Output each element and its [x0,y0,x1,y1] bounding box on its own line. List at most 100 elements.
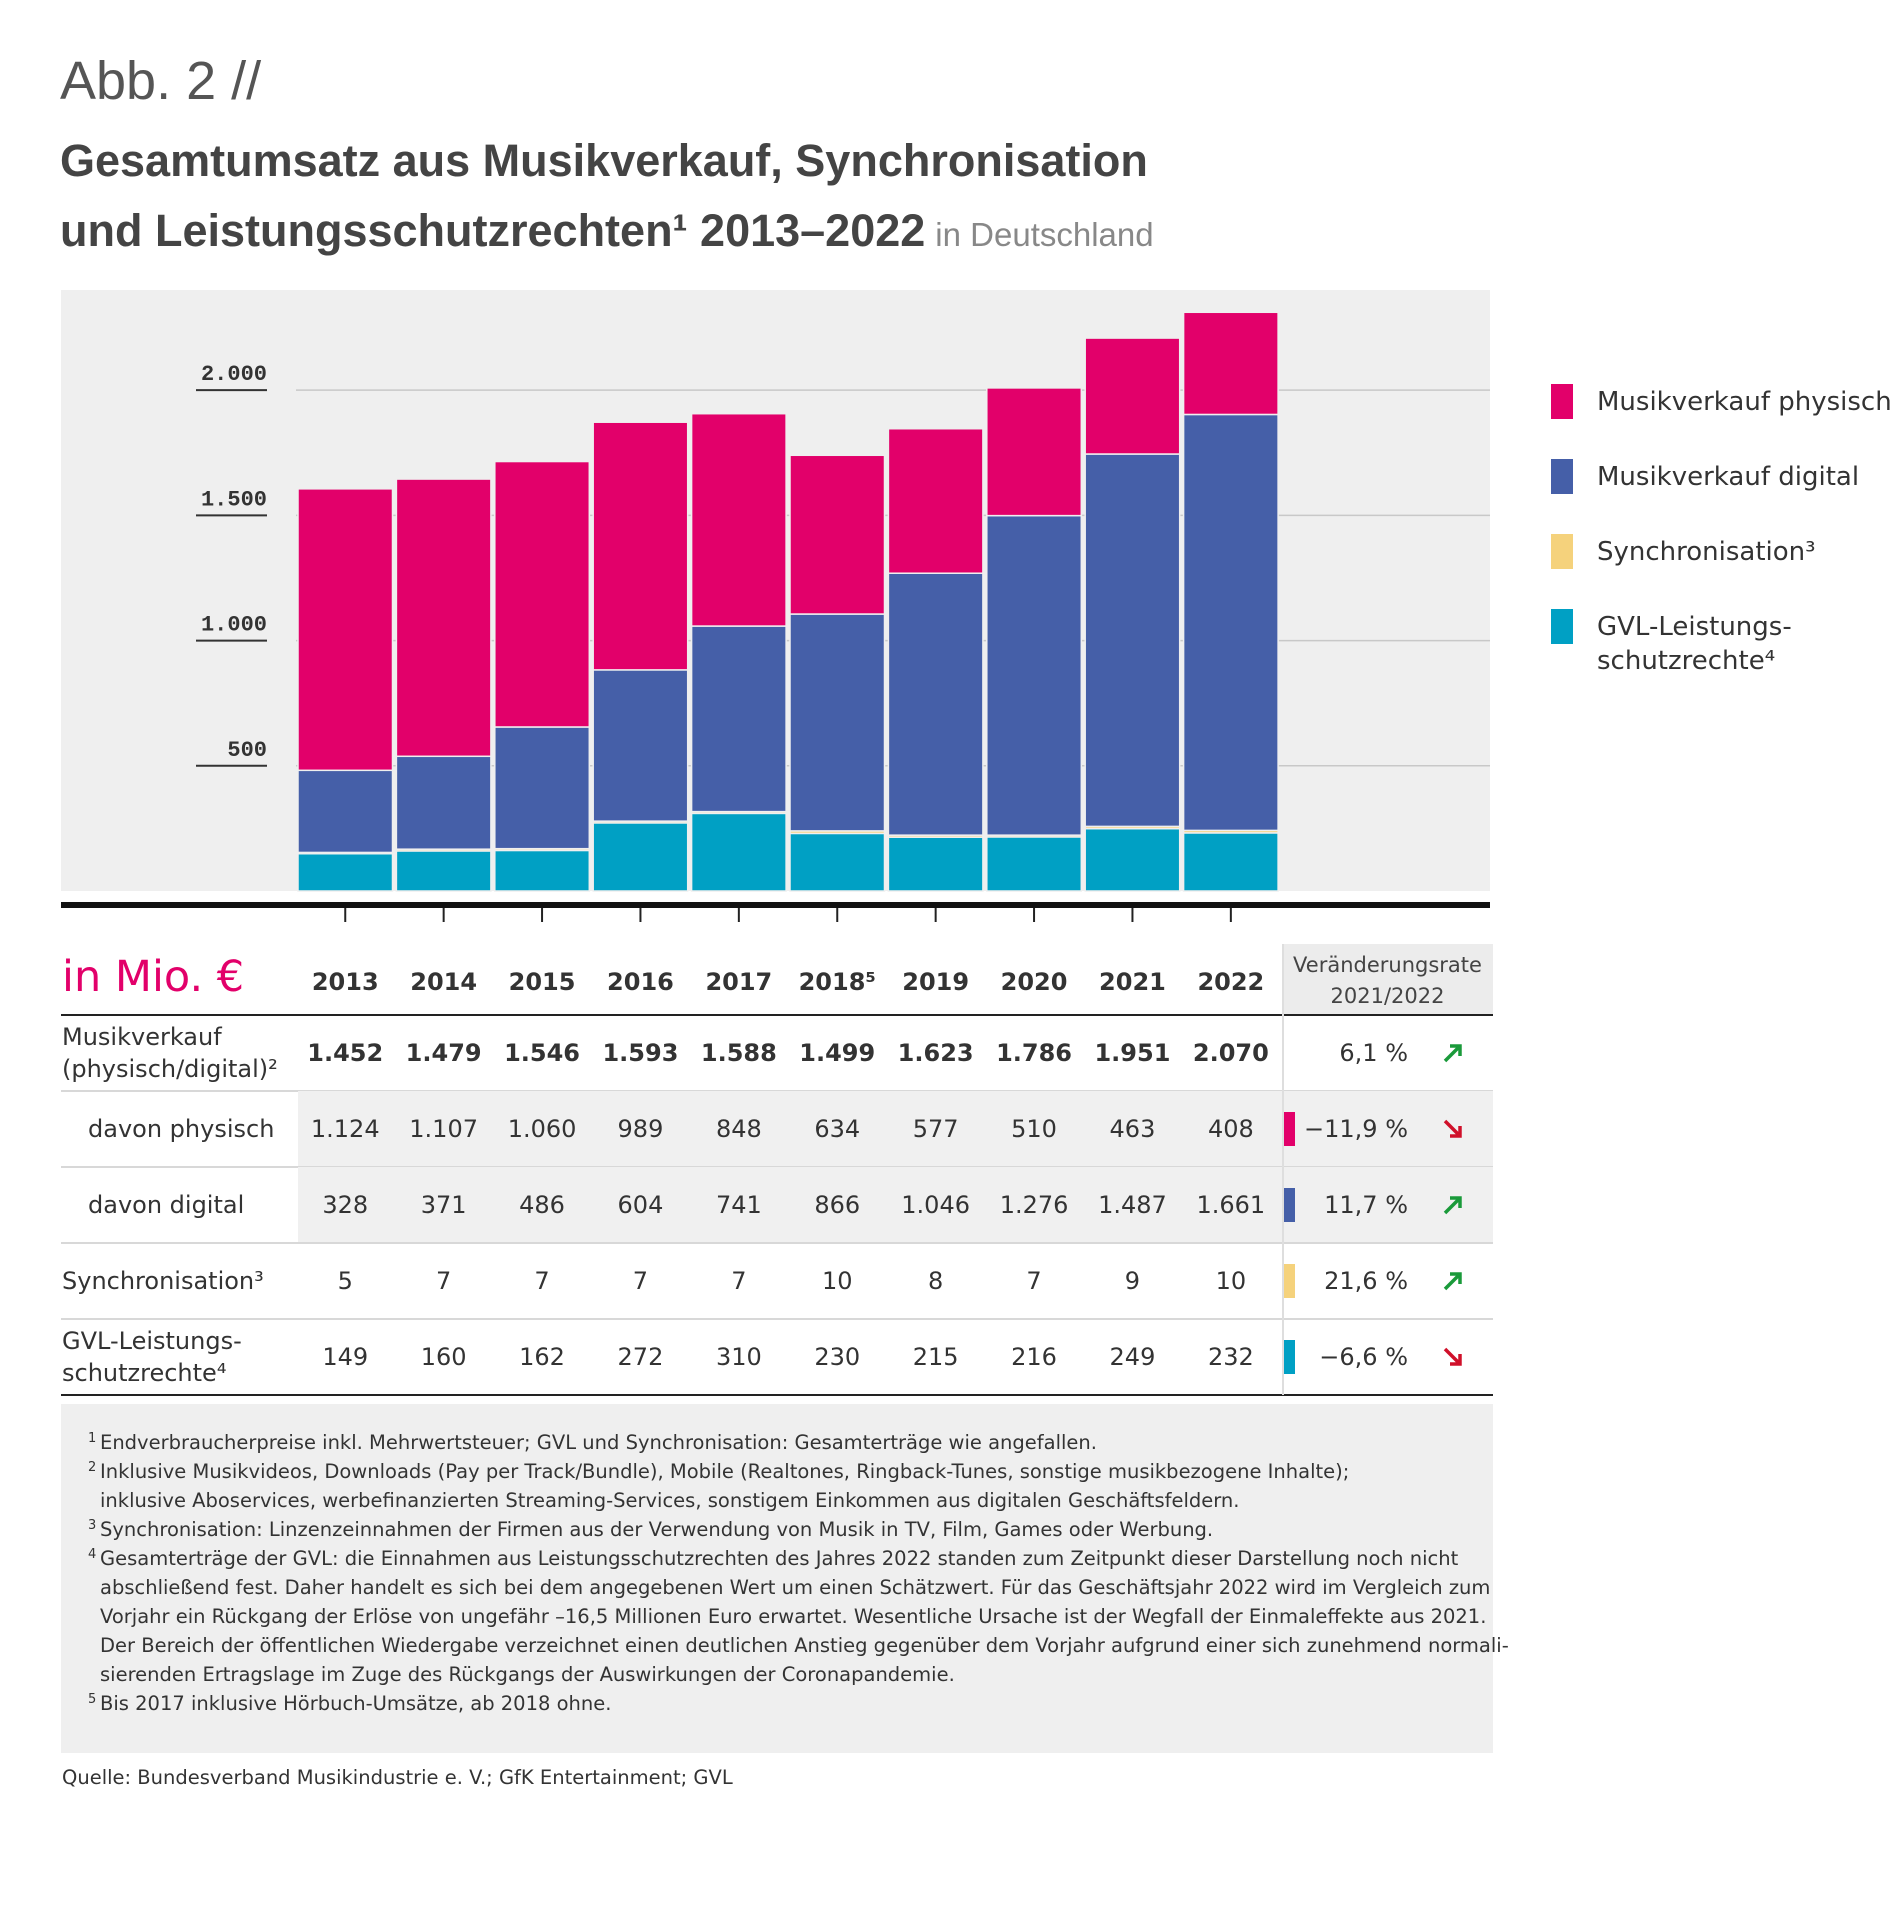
cell-value: 1.107 [409,1115,478,1143]
bar-segment [887,572,984,836]
column-header: 2013 [311,968,379,996]
row-rule [61,1242,1493,1244]
cell-value: 5 [337,1267,353,1295]
cell-value: 1.060 [507,1115,577,1143]
bar-segment [1084,827,1181,892]
cell-value: 604 [617,1191,664,1219]
legend-swatch [1551,534,1573,569]
row-label: Musikverkauf (physisch/digital)² [62,1023,278,1083]
footnote-line: sierenden Ertragslage im Zuge des Rückga… [100,1663,955,1686]
bar-segment [395,755,492,850]
row-swatch [1282,1264,1295,1298]
change-value: 11,7 % [1324,1191,1408,1219]
trend-arrow [1443,1347,1462,1366]
column-header: 2019 [902,968,970,996]
row-swatch [1282,1340,1295,1374]
column-header: 2021 [1099,968,1166,996]
footnote-mark: 3 [88,1518,97,1533]
cell-value: 162 [519,1343,565,1371]
bar-segment [395,850,492,892]
trend-arrow [1443,1272,1462,1291]
cell-value: 249 [1109,1343,1156,1371]
cell-value: 10 [821,1267,853,1295]
title-block: Gesamtumsatz aus Musikverkauf, Synchroni… [60,126,1154,270]
footnote-mark: 4 [88,1547,97,1562]
legend-swatch [1551,384,1573,419]
header-rule [61,1014,1493,1016]
cell-value: 232 [1207,1343,1254,1371]
change-value: 21,6 % [1324,1267,1408,1295]
cell-value: 2.070 [1192,1039,1269,1067]
cell-value: 741 [715,1191,762,1219]
bar-segment [690,412,787,627]
column-header: 2015 [508,968,576,996]
bar-segment [592,822,689,892]
y-tick-label: 500 [227,738,267,763]
cell-value: 7 [731,1267,747,1295]
bar-segment [887,427,984,574]
y-tick-label: 2.000 [201,362,267,387]
footnote-line: Bis 2017 inklusive Hörbuch-Umsätze, ab 2… [100,1692,612,1715]
cell-value: 989 [617,1115,664,1143]
cell-value: 328 [322,1191,369,1219]
bar-segment [592,421,689,671]
bar-segment [494,849,591,892]
cell-value: 216 [1011,1343,1057,1371]
footnote-line: Endverbraucherpreise inkl. Mehrwertsteue… [100,1431,1097,1454]
cell-value: 7 [632,1267,649,1295]
legend-swatch [1551,609,1573,644]
cell-value: 7 [1026,1267,1042,1295]
bar-segment [690,812,787,892]
cell-value: 7 [436,1267,452,1295]
cell-value: 866 [814,1191,861,1219]
column-header: 2018⁵ [798,968,876,996]
bar-segment [297,852,394,892]
row-rule [61,1090,1493,1092]
bar-segment [1182,413,1279,832]
legend-label: Musikverkauf physisch [1597,387,1892,417]
cell-value: 1.588 [700,1039,777,1067]
cell-value: 1.487 [1098,1191,1167,1219]
column-rule [1282,944,1284,1395]
y-tick-label: 1.000 [201,613,267,638]
cell-value: 1.786 [996,1039,1073,1067]
bar-segment [789,613,886,832]
cell-value: 272 [617,1343,664,1371]
footnote-box [61,1404,1493,1753]
bar-segment [1182,311,1279,416]
cell-value: 371 [420,1191,467,1219]
figure-label: Abb. 2 // [60,51,262,111]
cell-value: 1.499 [799,1039,876,1067]
footnote-line: Synchronisation: Linzenzeinnahmen der Fi… [100,1518,1214,1541]
row-rule [61,1394,1493,1396]
cell-value: 408 [1207,1115,1254,1143]
footnote-mark: 2 [88,1460,97,1475]
row-swatch [1282,1188,1295,1222]
bar-segment [1084,453,1181,828]
bar-segment [789,832,886,892]
bar-segment [592,669,689,822]
cell-value: 1.951 [1094,1039,1171,1067]
column-header: 2014 [410,968,478,996]
cell-value: 1.546 [504,1039,581,1067]
y-tick-label: 1.500 [201,487,267,512]
cell-value: 848 [715,1115,762,1143]
footnote-mark: 5 [88,1692,97,1707]
trend-arrow [1443,1044,1462,1063]
change-header: Veränderungsrate 2021/2022 [1293,953,1482,1008]
cell-value: 8 [928,1267,944,1295]
chart-title: Gesamtumsatz aus Musikverkauf, Synchroni… [60,135,1148,256]
cell-value: 1.661 [1196,1191,1266,1219]
cell-value: 10 [1215,1267,1247,1295]
unit-label: in Mio. € [62,952,245,1002]
cell-value: 160 [420,1343,467,1371]
footnote-line: Vorjahr ein Rückgang der Erlöse von unge… [100,1605,1487,1628]
bar-segment [789,454,886,615]
chart: 500 1.000 1.500 2.000 Musikverkauf physisch M… [61,290,1892,922]
cell-value: 510 [1011,1115,1057,1143]
row-swatch [1282,1112,1295,1146]
bar-segment [297,769,394,854]
change-value: −11,9 % [1304,1115,1408,1143]
